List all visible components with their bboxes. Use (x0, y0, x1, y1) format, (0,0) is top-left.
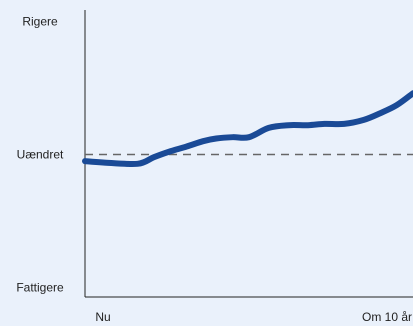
x-tick-label-start: Nu (95, 310, 110, 324)
x-tick-labels: Nu Om 10 år (95, 310, 412, 324)
x-tick-label-end: Om 10 år (362, 310, 412, 324)
series-line (82, 90, 413, 168)
y-tick-label-fattigere: Fattigere (16, 281, 64, 295)
chart-axes (84, 10, 413, 298)
y-tick-labels: Rigere Uændret Fattigere (16, 14, 64, 294)
y-tick-label-rigere: Rigere (22, 14, 58, 28)
y-tick-label-uaendret: Uændret (17, 148, 64, 162)
